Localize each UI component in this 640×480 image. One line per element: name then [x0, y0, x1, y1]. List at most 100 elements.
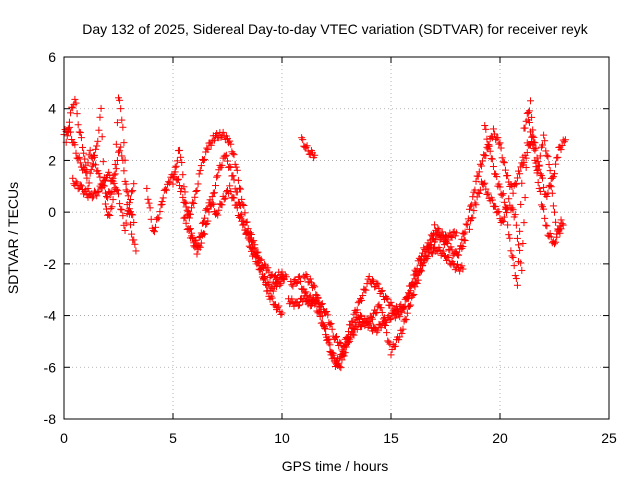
data-point — [233, 166, 241, 174]
data-point — [110, 179, 118, 187]
data-point — [346, 337, 354, 345]
data-point — [491, 130, 499, 138]
data-point — [106, 171, 114, 179]
data-point — [130, 236, 138, 244]
data-point — [124, 192, 132, 200]
data-point — [230, 194, 238, 202]
data-point — [546, 181, 554, 189]
data-point — [185, 225, 193, 233]
data-point — [499, 158, 507, 166]
data-point — [122, 180, 130, 188]
data-point — [554, 153, 562, 161]
data-point — [115, 190, 122, 198]
y-tick-label: 6 — [48, 49, 56, 65]
data-point — [234, 176, 242, 184]
data-point — [158, 198, 166, 206]
data-point — [399, 325, 407, 333]
data-point — [119, 123, 127, 131]
data-point — [161, 185, 169, 193]
data-point — [499, 218, 507, 226]
data-point — [457, 242, 465, 250]
data-point — [155, 214, 163, 222]
data-point — [184, 225, 192, 233]
data-point — [128, 188, 136, 196]
data-point — [512, 275, 520, 283]
data-point — [117, 105, 125, 113]
data-point — [382, 322, 390, 330]
data-point — [472, 201, 480, 209]
data-point — [350, 331, 358, 339]
data-point — [227, 140, 235, 148]
data-point — [122, 219, 130, 227]
data-point — [122, 186, 130, 194]
data-point — [130, 180, 138, 188]
data-point — [97, 104, 105, 112]
data-point — [200, 156, 208, 164]
data-point — [302, 288, 310, 296]
data-point — [527, 97, 535, 105]
data-point — [378, 309, 386, 317]
data-point — [314, 293, 322, 301]
data-point — [333, 332, 340, 340]
data-point — [480, 180, 488, 188]
data-point — [177, 153, 185, 161]
data-point — [414, 276, 422, 284]
data-point — [85, 179, 93, 187]
data-point — [525, 107, 533, 115]
data-point — [213, 130, 221, 138]
data-point — [472, 177, 480, 185]
data-point — [534, 165, 542, 173]
data-point — [521, 124, 529, 132]
data-point — [178, 159, 186, 167]
data-point — [220, 195, 228, 203]
data-point — [288, 295, 296, 303]
data-point — [191, 243, 199, 251]
data-point — [358, 296, 366, 304]
data-point — [422, 251, 430, 259]
data-point — [120, 167, 128, 175]
data-point — [416, 266, 424, 274]
data-point — [500, 198, 508, 206]
data-point — [83, 174, 91, 182]
data-point — [221, 194, 229, 202]
data-point — [75, 128, 83, 136]
data-point — [233, 204, 241, 212]
data-point — [448, 234, 456, 242]
data-point — [179, 193, 187, 201]
data-point — [241, 209, 249, 217]
series-late-cluster-c — [481, 97, 567, 289]
data-point — [230, 151, 238, 159]
data-point — [377, 288, 385, 296]
data-point — [311, 151, 319, 159]
data-point — [476, 186, 484, 194]
data-point — [278, 309, 286, 317]
data-point — [497, 144, 505, 152]
data-point — [519, 239, 527, 247]
data-point — [359, 292, 367, 300]
data-point — [74, 121, 82, 129]
data-point — [121, 226, 129, 234]
data-point — [483, 135, 491, 143]
data-point — [355, 319, 363, 327]
data-point — [195, 234, 203, 242]
data-point — [132, 247, 140, 255]
data-point — [118, 206, 126, 214]
data-point — [557, 225, 565, 233]
data-point — [196, 232, 204, 240]
data-point — [80, 149, 88, 157]
data-point — [294, 302, 302, 310]
data-point — [539, 141, 547, 149]
data-point — [310, 296, 318, 304]
data-point — [465, 205, 473, 213]
data-point — [522, 117, 530, 125]
data-point — [180, 183, 188, 191]
data-point — [219, 128, 227, 136]
data-point — [306, 275, 314, 283]
data-point — [295, 273, 303, 281]
data-point — [499, 190, 507, 198]
data-point — [506, 234, 514, 242]
data-point — [222, 151, 230, 159]
data-point — [73, 110, 81, 118]
data-point — [474, 172, 482, 180]
data-point — [299, 136, 307, 144]
